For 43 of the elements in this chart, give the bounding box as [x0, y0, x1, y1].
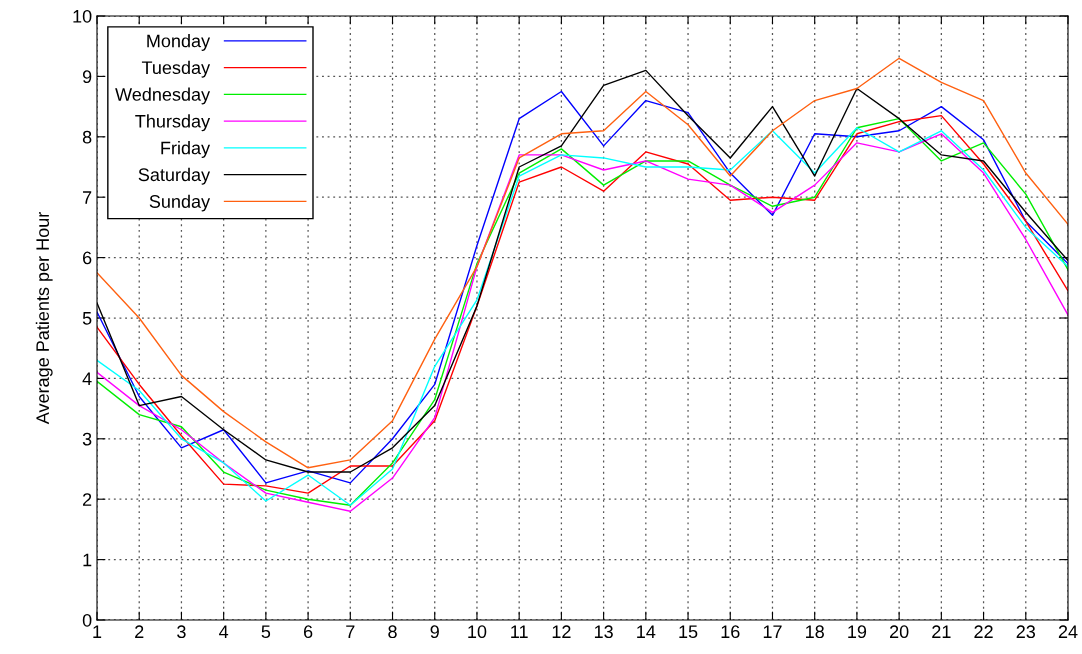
legend-label: Tuesday: [141, 60, 211, 78]
y-tick-label: 0: [82, 613, 92, 627]
y-tick-label: 1: [83, 553, 92, 567]
y-tick-label: 2: [83, 493, 92, 506]
x-tick-label: 12: [552, 625, 571, 638]
legend-label: Wednesday: [115, 87, 211, 105]
x-tick-label: 10: [468, 625, 487, 639]
x-tick-label: 14: [637, 625, 656, 638]
x-tick-label: 23: [1016, 625, 1036, 639]
y-tick-label: 7: [83, 191, 92, 204]
x-tick-label: 2: [135, 625, 144, 638]
x-tick-label: 7: [346, 625, 355, 638]
legend-label: Friday: [161, 141, 211, 158]
y-tick-label: 3: [82, 432, 92, 446]
x-tick-label: 20: [890, 625, 909, 639]
x-tick-label: 4: [219, 625, 229, 638]
x-tick-label: 16: [721, 625, 740, 639]
y-tick-label: 8: [82, 130, 92, 144]
x-tick-label: 6: [303, 625, 313, 639]
y-tick-label: 6: [83, 251, 92, 265]
y-axis-title: Average Patients per Hour: [35, 212, 53, 425]
x-tick-label: 24: [1058, 625, 1078, 638]
x-tick-label: 5: [261, 625, 271, 639]
x-tick-label: 11: [511, 625, 528, 638]
x-tick-label: 19: [848, 625, 867, 639]
x-tick-label: 9: [430, 625, 439, 639]
legend-label: Sunday: [149, 194, 211, 212]
y-tick-label: 5: [82, 312, 92, 325]
y-tick-label: 9: [82, 70, 92, 84]
x-tick-label: 18: [806, 625, 824, 639]
y-tick-label: 10: [73, 9, 92, 23]
x-tick-label: 1: [93, 625, 102, 638]
legend-label: Saturday: [138, 167, 211, 185]
y-tick-label: 4: [82, 372, 92, 385]
legend-label: Thursday: [135, 114, 211, 132]
x-tick-label: 22: [974, 625, 993, 638]
legend-label: Monday: [147, 34, 211, 51]
x-tick-label: 17: [763, 625, 782, 638]
x-tick-label: 21: [932, 625, 951, 638]
x-tick-label: 3: [177, 625, 186, 639]
x-tick-label: 15: [679, 625, 698, 639]
x-tick-label: 13: [594, 625, 613, 639]
x-tick-label: 8: [388, 625, 397, 639]
